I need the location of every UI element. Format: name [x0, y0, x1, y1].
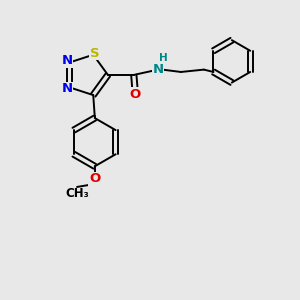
Text: N: N	[152, 63, 164, 76]
Text: H: H	[158, 53, 167, 63]
Text: N: N	[61, 82, 73, 95]
Text: O: O	[130, 88, 141, 101]
Text: CH₃: CH₃	[65, 187, 89, 200]
Text: N: N	[61, 55, 73, 68]
Text: S: S	[90, 47, 100, 60]
Text: O: O	[89, 172, 100, 185]
